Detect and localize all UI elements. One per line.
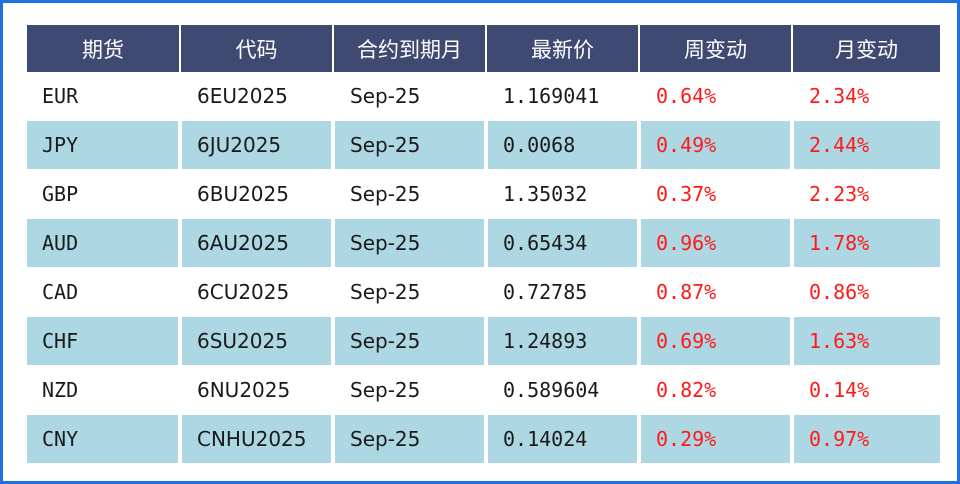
cell-monthly-change: 0.86% [792, 267, 940, 317]
table-row: JPY 6JU2025 Sep-25 0.0068 0.49% 2.44% [27, 120, 940, 170]
cell-last-price: 0.14024 [486, 414, 641, 464]
cell-code: 6NU2025 [180, 365, 335, 415]
header-weekly-change: 周变动 [639, 25, 793, 72]
cell-weekly-change: 0.64% [639, 72, 794, 121]
cell-expiry: Sep-25 [333, 72, 488, 121]
cell-future: AUD [27, 218, 182, 268]
cell-last-price: 1.169041 [486, 72, 641, 121]
table-row: GBP 6BU2025 Sep-25 1.35032 0.37% 2.23% [27, 169, 940, 219]
cell-monthly-change: 0.14% [792, 365, 940, 415]
cell-expiry: Sep-25 [333, 316, 488, 366]
cell-future: CAD [27, 267, 182, 317]
cell-future: JPY [27, 120, 182, 170]
table-row: CNY CNHU2025 Sep-25 0.14024 0.29% 0.97% [27, 414, 940, 464]
cell-expiry: Sep-25 [333, 169, 488, 219]
cell-weekly-change: 0.69% [639, 316, 794, 366]
table-row: NZD 6NU2025 Sep-25 0.589604 0.82% 0.14% [27, 365, 940, 415]
cell-weekly-change: 0.29% [639, 414, 794, 464]
cell-expiry: Sep-25 [333, 267, 488, 317]
cell-expiry: Sep-25 [333, 218, 488, 268]
header-code: 代码 [180, 25, 334, 72]
cell-code: 6CU2025 [180, 267, 335, 317]
cell-code: 6AU2025 [180, 218, 335, 268]
cell-monthly-change: 1.63% [792, 316, 940, 366]
header-expiry: 合约到期月 [333, 25, 487, 72]
cell-last-price: 1.35032 [486, 169, 641, 219]
cell-future: NZD [27, 365, 182, 415]
cell-future: EUR [27, 72, 182, 121]
header-monthly-change: 月变动 [792, 25, 940, 72]
cell-monthly-change: 0.97% [792, 414, 940, 464]
cell-future: CHF [27, 316, 182, 366]
cell-monthly-change: 1.78% [792, 218, 940, 268]
cell-monthly-change: 2.23% [792, 169, 940, 219]
cell-last-price: 0.0068 [486, 120, 641, 170]
cell-weekly-change: 0.96% [639, 218, 794, 268]
cell-future: GBP [27, 169, 182, 219]
header-row: 期货 代码 合约到期月 最新价 周变动 月变动 [27, 25, 940, 72]
cell-code: 6SU2025 [180, 316, 335, 366]
cell-weekly-change: 0.87% [639, 267, 794, 317]
cell-monthly-change: 2.34% [792, 72, 940, 121]
cell-future: CNY [27, 414, 182, 464]
cell-code: 6EU2025 [180, 72, 335, 121]
cell-weekly-change: 0.82% [639, 365, 794, 415]
cell-last-price: 0.589604 [486, 365, 641, 415]
cell-monthly-change: 2.44% [792, 120, 940, 170]
cell-last-price: 0.72785 [486, 267, 641, 317]
cell-last-price: 0.65434 [486, 218, 641, 268]
table-row: CAD 6CU2025 Sep-25 0.72785 0.87% 0.86% [27, 267, 940, 317]
cell-code: 6JU2025 [180, 120, 335, 170]
table-row: CHF 6SU2025 Sep-25 1.24893 0.69% 1.63% [27, 316, 940, 366]
cell-last-price: 1.24893 [486, 316, 641, 366]
header-last-price: 最新价 [486, 25, 640, 72]
cell-code: 6BU2025 [180, 169, 335, 219]
cell-weekly-change: 0.49% [639, 120, 794, 170]
futures-table: 期货 代码 合约到期月 最新价 周变动 月变动 EUR 6EU2025 Sep-… [27, 25, 940, 464]
table-row: EUR 6EU2025 Sep-25 1.169041 0.64% 2.34% [27, 72, 940, 121]
cell-expiry: Sep-25 [333, 365, 488, 415]
cell-code: CNHU2025 [180, 414, 335, 464]
cell-weekly-change: 0.37% [639, 169, 794, 219]
table-row: AUD 6AU2025 Sep-25 0.65434 0.96% 1.78% [27, 218, 940, 268]
cell-expiry: Sep-25 [333, 120, 488, 170]
cell-expiry: Sep-25 [333, 414, 488, 464]
header-future: 期货 [27, 25, 181, 72]
